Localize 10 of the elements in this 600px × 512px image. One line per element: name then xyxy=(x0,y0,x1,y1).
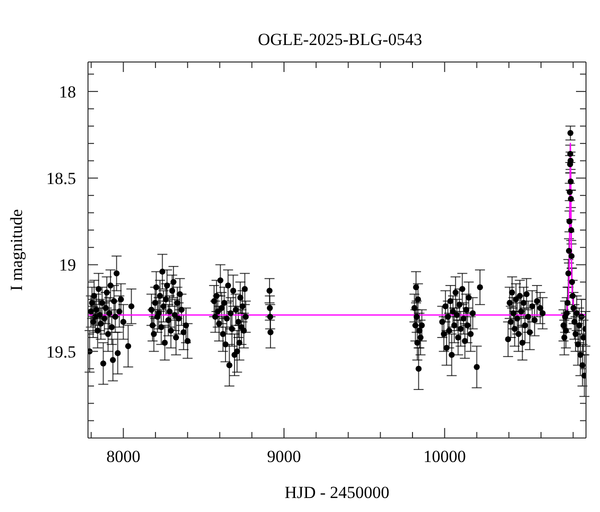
x-axis-title: HJD - 2450000 xyxy=(284,483,390,502)
y-tick-label: 18.5 xyxy=(46,169,76,188)
x-tick-label: 8000 xyxy=(106,447,140,466)
y-tick-label: 19 xyxy=(59,256,76,275)
y-tick-label: 18 xyxy=(59,82,76,102)
chart-title: OGLE-2025-BLG-0543 xyxy=(256,30,424,50)
y-tick-label: 19.5 xyxy=(46,342,76,362)
y-axis-title: I magnitude xyxy=(7,209,26,291)
x-tick-label: 9000 xyxy=(266,447,301,466)
x-tick-label: 10000 xyxy=(423,447,466,466)
